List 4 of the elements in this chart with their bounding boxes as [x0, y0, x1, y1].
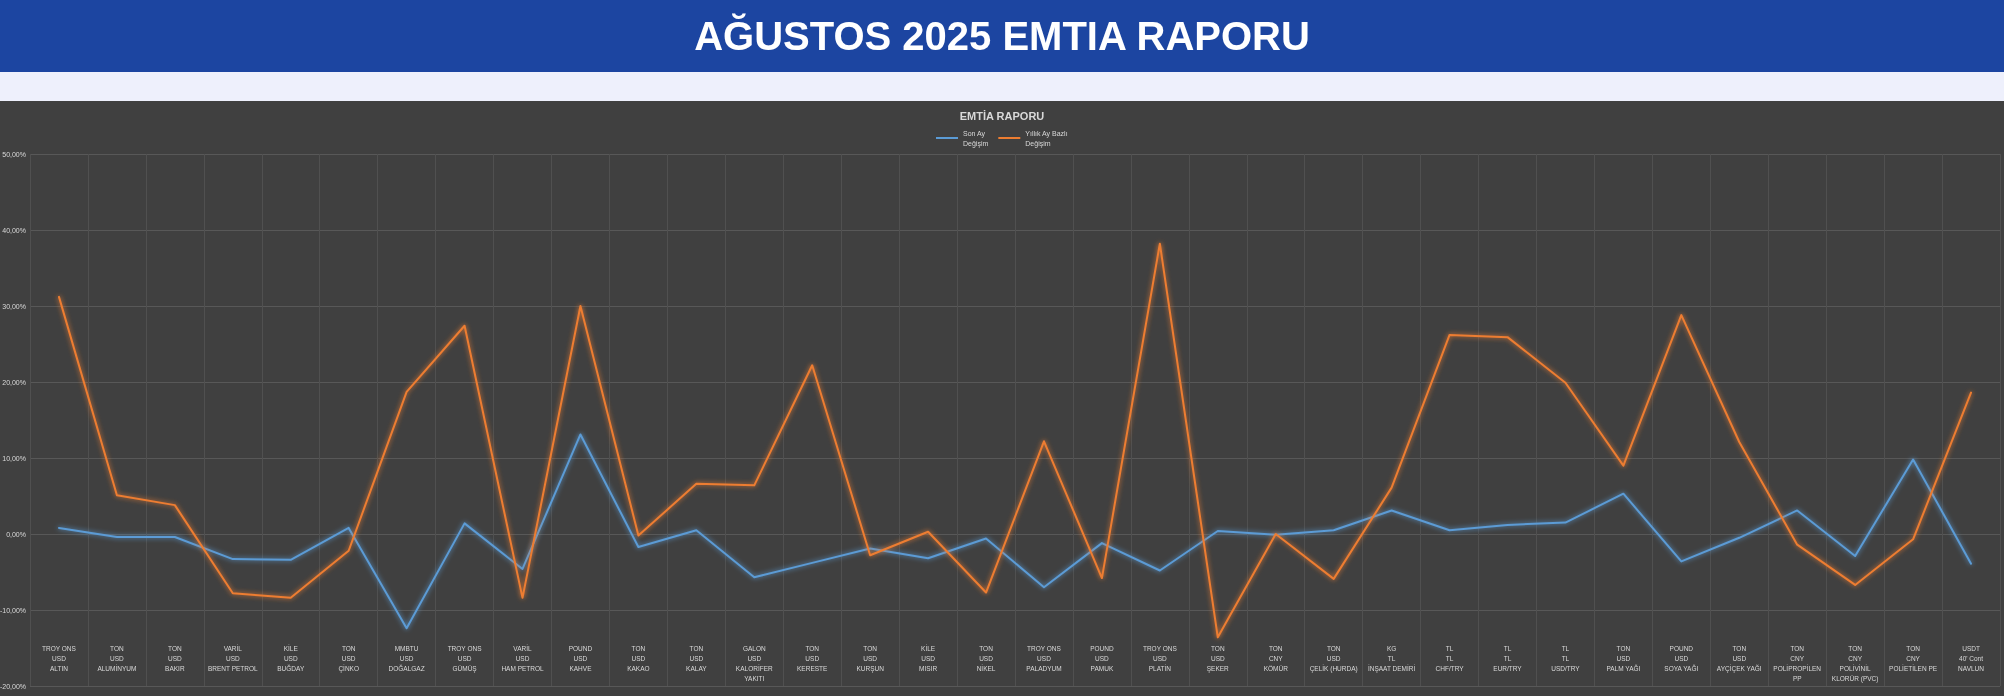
chart-subtitle: EMTİA RAPORU — [959, 109, 1045, 122]
chart-title: AĞUSTOS 2025 EMTIA RAPORU — [694, 13, 1310, 59]
line-series — [57, 242, 1973, 639]
line-series — [57, 433, 1973, 630]
